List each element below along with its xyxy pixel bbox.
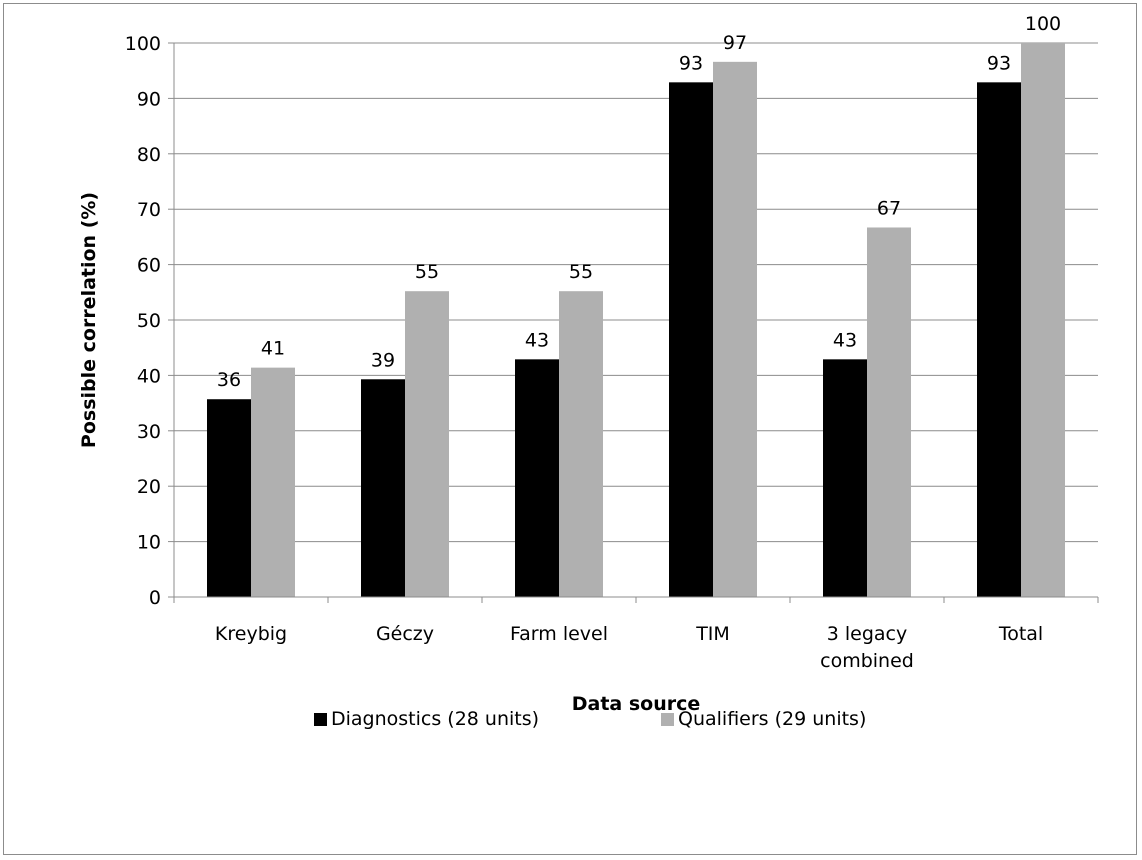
x-tick-label: combined (820, 650, 914, 672)
bar-qualifiers (559, 291, 603, 597)
bar-diagnostics (361, 379, 405, 597)
bar-diagnostics (207, 399, 251, 597)
y-tick-label: 60 (137, 255, 161, 277)
y-tick-labels: 0 10 20 30 40 50 60 70 80 90 100 (125, 33, 161, 609)
bar-qualifiers (867, 227, 911, 597)
legend-item-diagnostics: Diagnostics (28 units) (314, 708, 539, 730)
bar-qualifiers (251, 367, 295, 597)
bar-qualifiers (713, 61, 757, 597)
legend-label-diagnostics: Diagnostics (28 units) (331, 708, 540, 730)
y-tick-label: 50 (137, 310, 161, 332)
data-label: 43 (833, 329, 857, 351)
data-label: 100 (1025, 13, 1061, 35)
data-label: 43 (525, 329, 549, 351)
x-tick-label: Géczy (376, 623, 434, 645)
x-tick-label: Farm level (510, 623, 608, 645)
data-label: 93 (679, 52, 703, 74)
bar-diagnostics (823, 359, 867, 597)
y-tick-label: 90 (137, 88, 161, 110)
y-tick-label: 100 (125, 33, 161, 55)
bars (207, 43, 1065, 598)
data-label: 39 (371, 349, 395, 371)
bar-qualifiers (405, 291, 449, 597)
y-tick-label: 0 (149, 587, 161, 609)
data-label: 67 (877, 197, 901, 219)
bar-diagnostics (669, 82, 713, 598)
y-tick-label: 70 (137, 199, 161, 221)
data-label: 97 (723, 32, 747, 54)
x-tick-label: Total (998, 623, 1043, 645)
data-label: 93 (987, 52, 1011, 74)
x-axis-title: Data source (572, 693, 701, 715)
legend-label-qualifiers: Qualifiers (29 units) (678, 708, 867, 730)
bar-diagnostics (515, 359, 559, 597)
x-tick-label: 3 legacy (827, 623, 908, 645)
data-labels: 36 41 39 55 43 55 93 97 43 67 93 100 (217, 13, 1061, 391)
x-tick-labels: Kreybig Géczy Farm level TIM 3 legacy combine… (215, 623, 1043, 672)
y-tick-label: 30 (137, 421, 161, 443)
legend-swatch-qualifiers (661, 712, 674, 726)
y-tick-label: 20 (137, 476, 161, 498)
legend-item-qualifiers: Qualifiers (29 units) (661, 708, 866, 730)
legend-swatch-diagnostics (314, 712, 327, 726)
axes (168, 42, 1099, 603)
bar-diagnostics (977, 82, 1021, 598)
data-label: 41 (261, 338, 285, 360)
y-tick-label: 10 (137, 532, 161, 554)
data-label: 55 (569, 261, 593, 283)
x-tick-label: TIM (695, 623, 730, 645)
legend: Diagnostics (28 units) Qualifiers (29 un… (0, 708, 1142, 738)
gridlines (174, 42, 1098, 543)
y-tick-label: 80 (137, 144, 161, 166)
data-label: 55 (415, 261, 439, 283)
y-axis-title: Possible correlation (%) (78, 192, 100, 448)
data-label: 36 (217, 369, 241, 391)
x-tick-label: Kreybig (215, 623, 287, 645)
y-tick-label: 40 (137, 365, 161, 387)
bar-qualifiers (1021, 43, 1065, 597)
